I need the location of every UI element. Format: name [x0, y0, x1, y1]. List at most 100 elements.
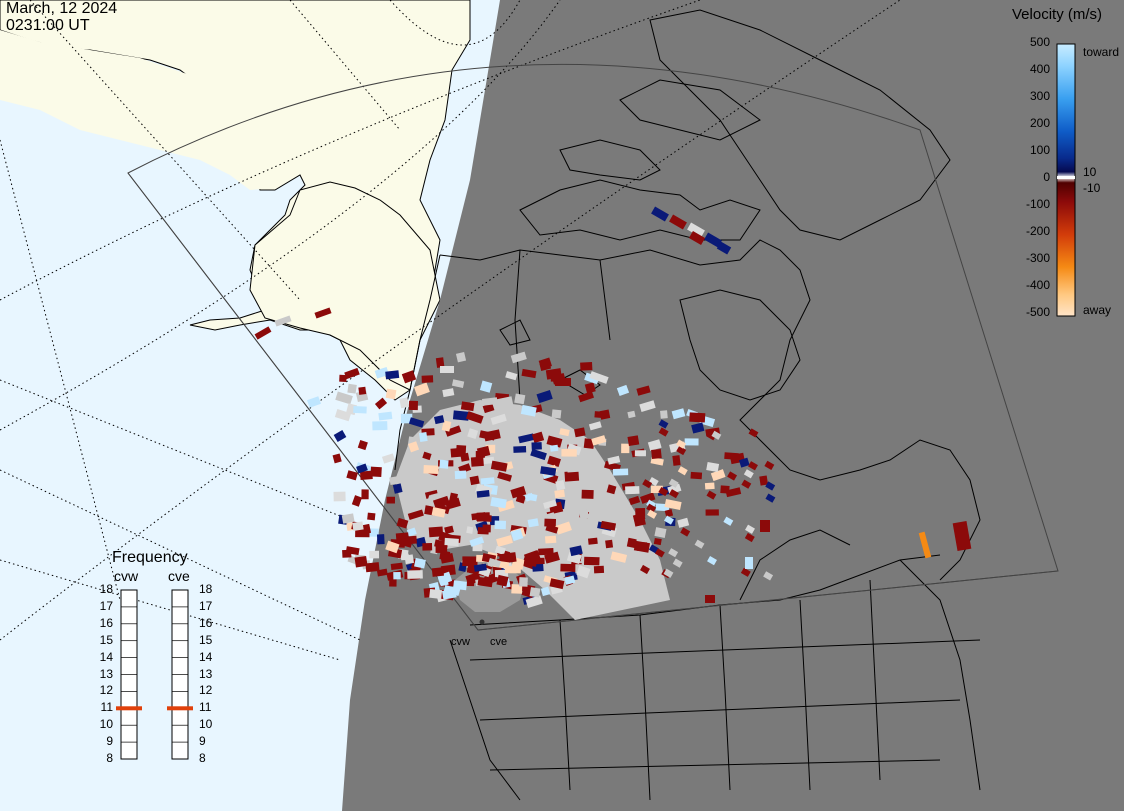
velocity-cell: [634, 450, 646, 457]
frequency-tick-right: 14: [199, 649, 213, 664]
velocity-cell: [432, 495, 450, 509]
velocity-cell: [711, 430, 722, 440]
velocity-cell: [423, 465, 439, 475]
velocity-cell: [454, 470, 467, 480]
velocity-cell: [372, 421, 388, 431]
velocity-cell: [385, 388, 397, 400]
velocity-cell: [658, 486, 669, 497]
velocity-tick: -200: [1025, 224, 1050, 238]
velocity-cell: [594, 411, 605, 419]
velocity-cell: [648, 476, 659, 487]
velocity-cell: [640, 492, 656, 504]
velocity-cell: [658, 419, 669, 429]
velocity-cell: [404, 554, 414, 565]
velocity-cell: [515, 493, 526, 504]
velocity-cell: [576, 565, 591, 579]
velocity-cell: [647, 439, 662, 451]
velocity-cell: [439, 459, 449, 469]
land-alaska-main: [249, 181, 441, 391]
velocity-cell: [342, 549, 352, 558]
velocity-cell: [374, 366, 390, 379]
velocity-cell: [444, 525, 454, 534]
velocity-cell: [560, 563, 575, 572]
velocity-cell: [578, 391, 595, 403]
velocity-cell: [469, 475, 480, 486]
velocity-cell: [354, 555, 368, 568]
velocity-cell: [400, 413, 413, 424]
velocity-cell: [600, 520, 617, 531]
velocity-cell: [481, 397, 498, 406]
frequency-tick-right: 18: [199, 582, 213, 596]
velocity-cell: [452, 410, 470, 421]
velocity-cell: [376, 534, 385, 545]
velocity-cell: [443, 585, 461, 596]
velocity-cell: [431, 507, 446, 518]
velocity-cell: [440, 366, 454, 373]
velocity-cell: [393, 571, 401, 580]
velocity-cell: [687, 222, 705, 238]
velocity-cell: [723, 516, 734, 526]
velocity-cell: [759, 475, 769, 486]
velocity-cell: [494, 520, 507, 530]
velocity-cell: [691, 422, 705, 434]
velocity-cell: [764, 460, 775, 470]
velocity-cell: [593, 565, 605, 574]
velocity-cell: [744, 532, 755, 543]
velocity-cell: [672, 558, 683, 568]
velocity-cell: [607, 455, 621, 465]
velocity-cell: [444, 537, 459, 547]
political-boundaries: [394, 249, 981, 801]
freq-radar-label-cvw: cvw: [114, 568, 139, 584]
velocity-cell: [433, 415, 445, 425]
radar-fov: [127, 63, 1059, 631]
velocity-cell: [482, 403, 495, 414]
velocity-cell: [504, 565, 521, 574]
velocity-cell: [710, 469, 726, 482]
velocity-cell: [724, 452, 739, 460]
velocity-cell: [625, 486, 640, 495]
velocity-cell: [477, 527, 489, 535]
velocity-cell: [358, 386, 367, 395]
velocity-cell: [510, 486, 527, 499]
velocity-cell: [647, 509, 658, 519]
frequency-tick-right: 16: [199, 615, 213, 630]
velocity-cell: [530, 448, 547, 461]
velocity-cell: [479, 430, 496, 441]
velocity-cell: [635, 507, 646, 517]
velocity-cell: [347, 383, 357, 394]
velocity-cell: [527, 518, 539, 528]
velocity-cell: [344, 367, 360, 380]
velocity-cell: [555, 378, 571, 386]
velocity-cell: [399, 397, 410, 409]
velocity-cell: [361, 489, 369, 500]
velocity-tick: -100: [1025, 197, 1050, 211]
velocity-cell: [494, 545, 506, 555]
velocity-cell: [392, 483, 403, 494]
frequency-tick-right: 12: [199, 683, 213, 698]
velocity-cell: [431, 567, 444, 577]
velocity-cell: [588, 421, 602, 431]
frequency-tick-left: 11: [100, 700, 113, 715]
velocity-colorbar: [1056, 43, 1076, 317]
velocity-cell: [440, 564, 456, 577]
small-positive-label: 10: [1083, 165, 1097, 179]
velocity-cell: [549, 444, 559, 452]
velocity-cell: [583, 556, 600, 566]
velocity-cell: [370, 466, 382, 477]
velocity-cell: [584, 382, 596, 394]
velocity-cell: [760, 520, 770, 532]
velocity-cell: [521, 368, 537, 379]
velocity-cell: [529, 587, 541, 598]
velocity-cell: [543, 499, 557, 509]
velocity-tick: -400: [1025, 278, 1050, 292]
velocity-cell: [357, 440, 368, 451]
velocity-cell: [365, 562, 380, 573]
velocity-cell: [704, 482, 715, 490]
site-label-cve: cve: [490, 636, 508, 648]
velocity-cell: [671, 408, 686, 420]
velocity-cell: [510, 351, 527, 364]
velocity-cell: [555, 479, 566, 491]
velocity-cell: [408, 417, 425, 428]
